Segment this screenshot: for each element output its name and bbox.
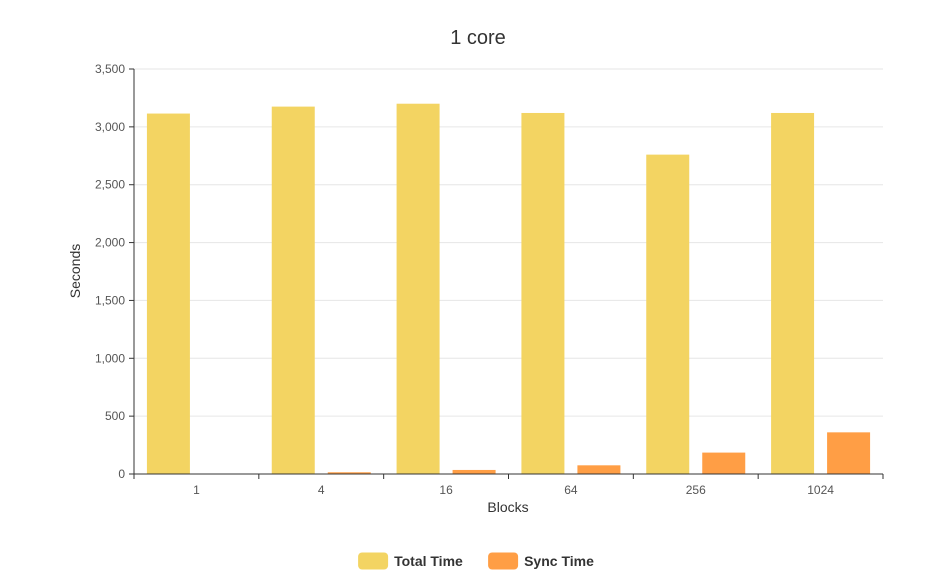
x-tick-label: 16 (439, 483, 453, 497)
legend: Total Time Sync Time (358, 552, 594, 570)
bar-total-time-256[interactable] (646, 154, 690, 474)
x-tick-label: 4 (318, 483, 325, 497)
legend-label: Total Time (394, 553, 463, 569)
axes: 0 500 1,000 1,500 2,000 2,500 3,000 3,500 1 4 16 64… (95, 62, 884, 497)
y-tick-label: 2,500 (95, 178, 125, 192)
bar-total-time-1024[interactable] (771, 112, 815, 474)
x-tick-label: 1024 (807, 483, 834, 497)
y-axis-title: Seconds (67, 244, 83, 298)
bar-sync-time-16[interactable] (452, 469, 496, 474)
bar-sync-time-64[interactable] (577, 465, 621, 474)
bar-sync-time-1024[interactable] (827, 432, 871, 474)
grid-lines (134, 68, 883, 417)
x-tick-label: 1 (193, 483, 200, 497)
chart-title: 1 core (450, 27, 506, 49)
bar-total-time-1[interactable] (146, 113, 190, 475)
y-tick-label: 1,500 (95, 293, 125, 307)
legend-label: Sync Time (524, 553, 594, 569)
y-tick-label: 1,000 (95, 351, 125, 365)
x-tick-label: 64 (564, 483, 578, 497)
x-axis-title: Blocks (487, 499, 528, 515)
bars (146, 103, 871, 475)
legend-swatch (488, 552, 519, 570)
y-tick-label: 3,000 (95, 120, 125, 134)
legend-item-total-time[interactable]: Total Time (358, 552, 463, 570)
bar-sync-time-256[interactable] (702, 452, 746, 474)
y-tick-label: 500 (105, 409, 125, 423)
y-tick-label: 2,000 (95, 236, 125, 250)
bar-total-time-16[interactable] (396, 103, 440, 474)
bar-total-time-4[interactable] (271, 106, 315, 474)
y-tick-label: 0 (118, 467, 125, 481)
bar-total-time-64[interactable] (521, 112, 565, 474)
legend-swatch (358, 552, 389, 570)
y-tick-label: 3,500 (95, 62, 125, 76)
x-tick-label: 256 (686, 483, 706, 497)
bar-sync-time-4[interactable] (327, 472, 371, 474)
legend-item-sync-time[interactable]: Sync Time (488, 552, 594, 570)
